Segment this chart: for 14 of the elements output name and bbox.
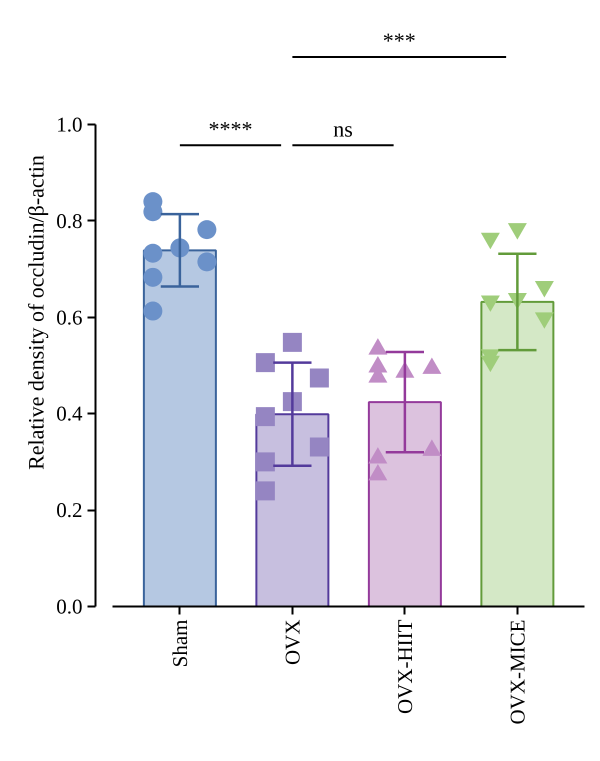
y-tick-label: 0.2 [56,498,82,522]
x-tick-label: OVX-HIIT [392,619,417,714]
x-tick-label: OVX-MICE [505,619,530,724]
x-tick-label: OVX [280,619,304,665]
annotation: ns [333,116,353,142]
annotation: **** [208,116,252,142]
y-tick-label: 0.6 [56,305,82,330]
text: *** [382,28,416,54]
y-tick-label: 1.0 [56,112,82,137]
y-tick-label: 0.4 [56,402,83,426]
y-tick-label: 0.8 [56,208,82,233]
y-axis-title: Relative density of occludin/β-actin [23,155,48,470]
x-tick-label: Sham [168,619,192,668]
y-tick-label: 0.0 [56,594,82,618]
